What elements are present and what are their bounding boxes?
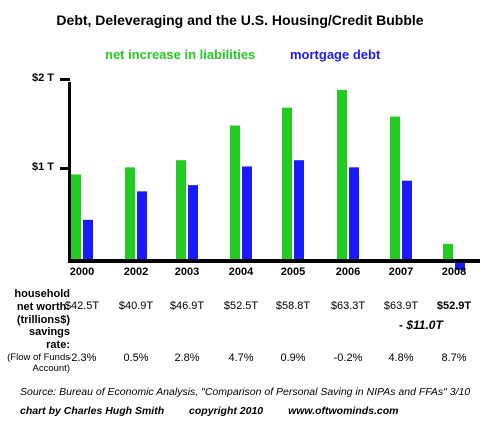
x-tick-label: 2000	[69, 266, 95, 278]
bar-liabilities	[390, 116, 400, 259]
savings-rate-cell: 4.7%	[228, 352, 254, 364]
bar-liabilities	[443, 243, 453, 259]
x-axis	[70, 259, 480, 263]
bar-mortgage	[402, 180, 412, 259]
bar-mortgage	[137, 191, 147, 259]
net-worth-cell: $63.3T	[330, 300, 366, 312]
bar-mortgage	[188, 185, 198, 259]
x-tick-label: 2008	[441, 266, 467, 278]
net-worth-cell: $58.8T	[275, 300, 311, 312]
bar-liabilities	[71, 174, 81, 259]
bar-liabilities	[282, 107, 292, 259]
net-worth-cell-2008: $52.9T	[436, 300, 472, 312]
y-tick-label-1t: $1 T	[32, 161, 55, 173]
x-tick-label: 2006	[335, 266, 361, 278]
bar-mortgage	[349, 167, 359, 259]
site-url: www.oftwominds.com	[288, 405, 399, 417]
bar-mortgage	[83, 219, 93, 259]
savings-rate-cell: 0.9%	[280, 352, 306, 364]
bar-mortgage	[294, 160, 304, 259]
x-tick-label: 2005	[280, 266, 306, 278]
savings-rate-cell: -2.3%	[67, 352, 97, 364]
net-worth-cell: $52.5T	[223, 300, 259, 312]
y-axis	[68, 82, 71, 263]
savings-rate-source-label: (Flow of Funds Account)	[7, 352, 70, 374]
savings-rate-row-label: savings rate:	[29, 326, 70, 351]
legend-liabilities: net increase in liabilities	[105, 47, 256, 62]
bar-liabilities	[337, 89, 347, 260]
y-tick-mark-2t	[60, 78, 70, 81]
net-worth-cell: $63.9T	[383, 300, 419, 312]
copyright-note: copyright 2010	[189, 405, 264, 417]
bar-mortgage	[455, 263, 465, 271]
x-tick-label: 2003	[174, 266, 200, 278]
net-worth-decline-note: - $11.0T	[399, 318, 443, 332]
x-tick-label: 2004	[228, 266, 254, 278]
y-tick-mark-1t	[60, 167, 70, 170]
chart-title: Debt, Deleveraging and the U.S. Housing/…	[56, 12, 424, 28]
net-worth-cell: $40.9T	[118, 300, 154, 312]
savings-rate-cell: -0.2%	[333, 352, 363, 364]
savings-rate-cell: 2.8%	[174, 352, 200, 364]
author-credit: chart by Charles Hugh Smith	[20, 405, 165, 417]
net-worth-row-label: household net worth: (trillions$)	[14, 288, 70, 326]
x-tick-label: 2002	[123, 266, 149, 278]
bar-liabilities	[125, 167, 135, 259]
savings-rate-cell: 0.5%	[123, 352, 149, 364]
x-tick-label: 2007	[388, 266, 414, 278]
bar-liabilities	[176, 160, 186, 259]
net-worth-cell: $46.9T	[169, 300, 205, 312]
legend-mortgage: mortgage debt	[290, 47, 381, 62]
savings-rate-cell: 4.8%	[388, 352, 414, 364]
y-tick-label-2t: $2 T	[32, 72, 55, 84]
bar-liabilities	[230, 125, 240, 259]
source-note: Source: Bureau of Economic Analysis, "Co…	[20, 386, 471, 398]
net-worth-cell: $42.5T	[64, 300, 100, 312]
savings-rate-cell: 8.7%	[441, 352, 467, 364]
bar-mortgage	[242, 166, 252, 259]
credit-line: chart by Charles Hugh Smith copyright 20…	[20, 405, 421, 417]
